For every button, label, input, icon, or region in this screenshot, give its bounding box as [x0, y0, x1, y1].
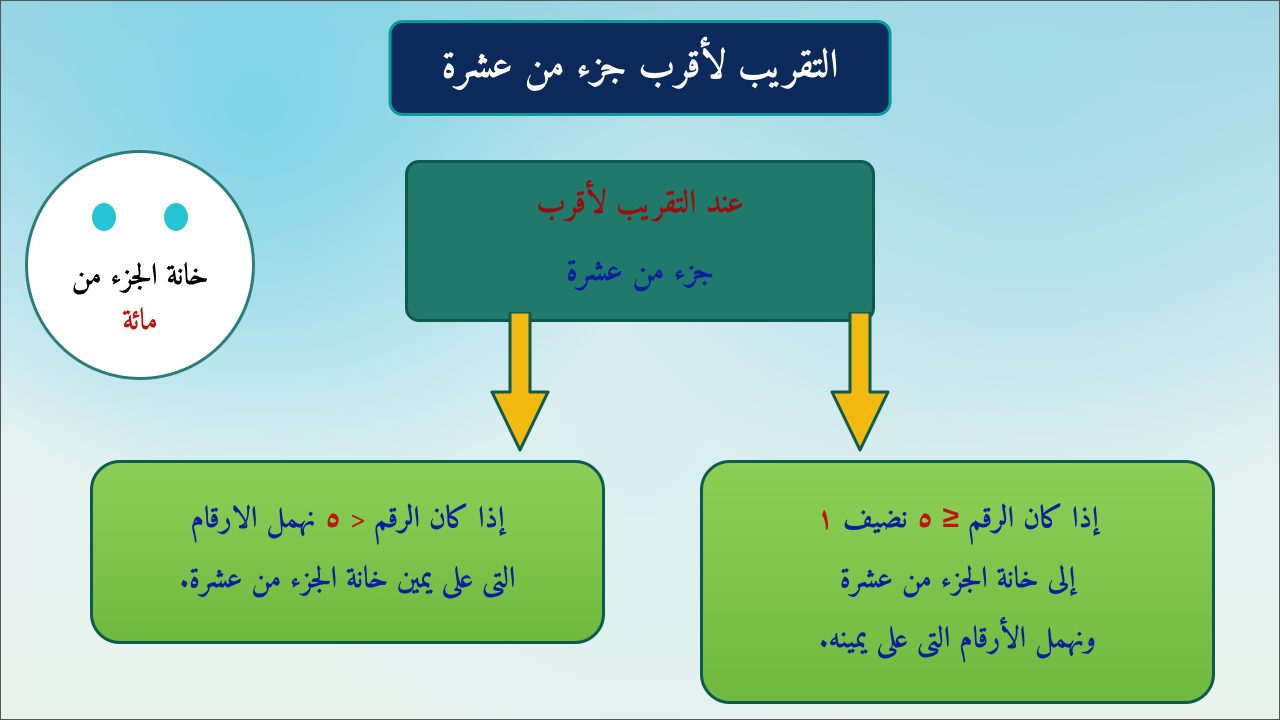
decision-box: عند التقريب لأقرب جزء من عشرة	[405, 160, 875, 322]
circle-label: خانة الجزء من مائة	[72, 255, 209, 345]
text: نهمل الارقام	[191, 494, 316, 547]
title-text: التقريب لأقرب جزء من عشرة	[442, 33, 839, 103]
operator: ≤	[943, 494, 959, 547]
circle-eyes	[92, 203, 188, 231]
text: نضيف	[834, 494, 908, 547]
round-up-line2: إلى خانة الجزء من عشرة	[727, 551, 1188, 611]
decision-line2: جزء من عشرة	[428, 245, 852, 301]
round-down-box: إذا كان الرقم < ٥ نهمل الارقام التى على …	[90, 460, 605, 644]
operator: <	[351, 494, 366, 547]
five: ٥	[315, 494, 350, 547]
arrow-down-icon	[490, 312, 550, 452]
round-down-line2: التى على يمين خانة الجزء من عشرة.	[117, 551, 578, 611]
round-up-line1: إذا كان الرقم ≤ ٥ نضيف ١	[727, 491, 1188, 551]
round-down-line1: إذا كان الرقم < ٥ نهمل الارقام	[117, 491, 578, 551]
arrow-down-icon	[830, 312, 890, 452]
text: إذا كان الرقم	[365, 494, 504, 547]
circle-red-word: مائة	[122, 296, 158, 349]
hundredths-circle: خانة الجزء من مائة	[25, 150, 255, 380]
title-box: التقريب لأقرب جزء من عشرة	[389, 20, 892, 116]
eye-icon	[92, 203, 116, 231]
five: ٥	[908, 494, 943, 547]
text: إذا كان الرقم	[959, 494, 1098, 547]
decision-line1: عند التقريب لأقرب	[428, 177, 852, 233]
one: ١	[816, 494, 834, 547]
eye-icon	[164, 203, 188, 231]
round-up-box: إذا كان الرقم ≤ ٥ نضيف ١ إلى خانة الجزء …	[700, 460, 1215, 704]
round-up-line3: ونهمل الأرقام التى على يمينه.	[727, 611, 1188, 671]
